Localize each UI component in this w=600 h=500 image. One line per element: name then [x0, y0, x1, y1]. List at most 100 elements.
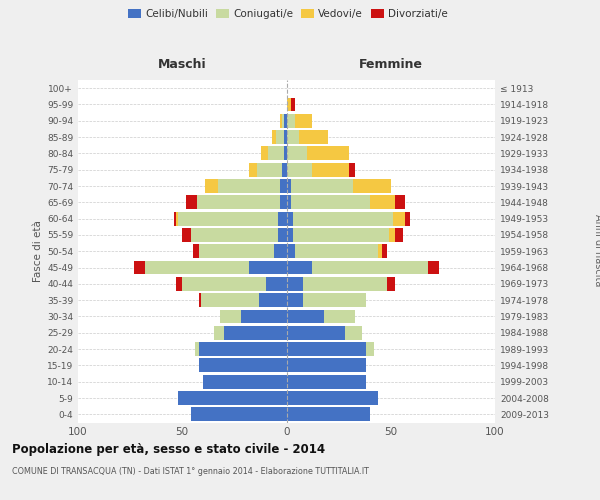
Bar: [287, 358, 366, 372]
Bar: [199, 244, 274, 258]
Text: Anni di nascita: Anni di nascita: [593, 214, 600, 286]
Bar: [201, 293, 259, 307]
Bar: [287, 375, 366, 388]
Bar: [287, 391, 378, 405]
Bar: [280, 179, 287, 193]
Text: COMUNE DI TRANSACQUA (TN) - Dati ISTAT 1° gennaio 2014 - Elaborazione TUTTITALIA: COMUNE DI TRANSACQUA (TN) - Dati ISTAT 1…: [12, 468, 369, 476]
Bar: [382, 244, 386, 258]
Bar: [395, 196, 406, 209]
Bar: [199, 293, 201, 307]
Bar: [182, 228, 191, 242]
Bar: [287, 310, 324, 324]
Bar: [287, 228, 293, 242]
Bar: [290, 98, 295, 112]
Bar: [280, 196, 287, 209]
Bar: [287, 342, 366, 356]
Bar: [205, 179, 218, 193]
Bar: [199, 358, 287, 372]
Bar: [283, 163, 287, 176]
Bar: [174, 212, 176, 226]
Bar: [284, 146, 287, 160]
Bar: [428, 260, 439, 274]
Bar: [287, 146, 307, 160]
Text: Femmine: Femmine: [359, 58, 423, 71]
Bar: [249, 260, 287, 274]
Bar: [295, 114, 311, 128]
Bar: [287, 114, 295, 128]
Bar: [176, 212, 178, 226]
Bar: [276, 130, 284, 144]
Legend: Celibi/Nubili, Coniugati/e, Vedovi/e, Divorziati/e: Celibi/Nubili, Coniugati/e, Vedovi/e, Di…: [124, 5, 452, 24]
Bar: [287, 244, 295, 258]
Bar: [311, 163, 349, 176]
Bar: [241, 310, 287, 324]
Y-axis label: Fasce di età: Fasce di età: [33, 220, 43, 282]
Bar: [178, 212, 278, 226]
Bar: [303, 293, 366, 307]
Bar: [203, 375, 287, 388]
Bar: [345, 326, 362, 340]
Text: Maschi: Maschi: [158, 58, 206, 71]
Bar: [249, 163, 257, 176]
Bar: [193, 244, 199, 258]
Bar: [287, 293, 303, 307]
Bar: [134, 260, 145, 274]
Bar: [262, 146, 268, 160]
Bar: [299, 130, 328, 144]
Bar: [272, 130, 276, 144]
Bar: [287, 277, 303, 291]
Bar: [393, 212, 406, 226]
Bar: [224, 326, 287, 340]
Bar: [311, 260, 428, 274]
Bar: [293, 228, 389, 242]
Bar: [353, 179, 391, 193]
Bar: [220, 310, 241, 324]
Bar: [178, 391, 287, 405]
Bar: [145, 260, 249, 274]
Bar: [295, 244, 378, 258]
Bar: [218, 179, 280, 193]
Bar: [389, 228, 395, 242]
Bar: [378, 244, 382, 258]
Bar: [303, 277, 386, 291]
Bar: [287, 179, 290, 193]
Bar: [197, 196, 280, 209]
Bar: [370, 196, 395, 209]
Bar: [287, 196, 290, 209]
Bar: [287, 163, 311, 176]
Bar: [280, 114, 283, 128]
Bar: [191, 228, 278, 242]
Bar: [287, 98, 290, 112]
Bar: [290, 179, 353, 193]
Bar: [324, 310, 355, 324]
Bar: [293, 212, 393, 226]
Bar: [274, 244, 287, 258]
Bar: [287, 260, 311, 274]
Bar: [266, 277, 287, 291]
Bar: [278, 212, 287, 226]
Bar: [214, 326, 224, 340]
Bar: [199, 342, 287, 356]
Bar: [290, 196, 370, 209]
Bar: [278, 228, 287, 242]
Bar: [182, 277, 266, 291]
Bar: [349, 163, 355, 176]
Bar: [307, 146, 349, 160]
Bar: [268, 146, 284, 160]
Bar: [287, 212, 293, 226]
Bar: [287, 408, 370, 422]
Bar: [287, 326, 345, 340]
Bar: [406, 212, 410, 226]
Bar: [287, 130, 299, 144]
Bar: [386, 277, 395, 291]
Bar: [257, 163, 283, 176]
Bar: [195, 342, 199, 356]
Bar: [187, 196, 197, 209]
Bar: [366, 342, 374, 356]
Bar: [191, 408, 287, 422]
Bar: [176, 277, 182, 291]
Bar: [283, 114, 284, 128]
Bar: [284, 130, 287, 144]
Bar: [395, 228, 403, 242]
Text: Popolazione per età, sesso e stato civile - 2014: Popolazione per età, sesso e stato civil…: [12, 442, 325, 456]
